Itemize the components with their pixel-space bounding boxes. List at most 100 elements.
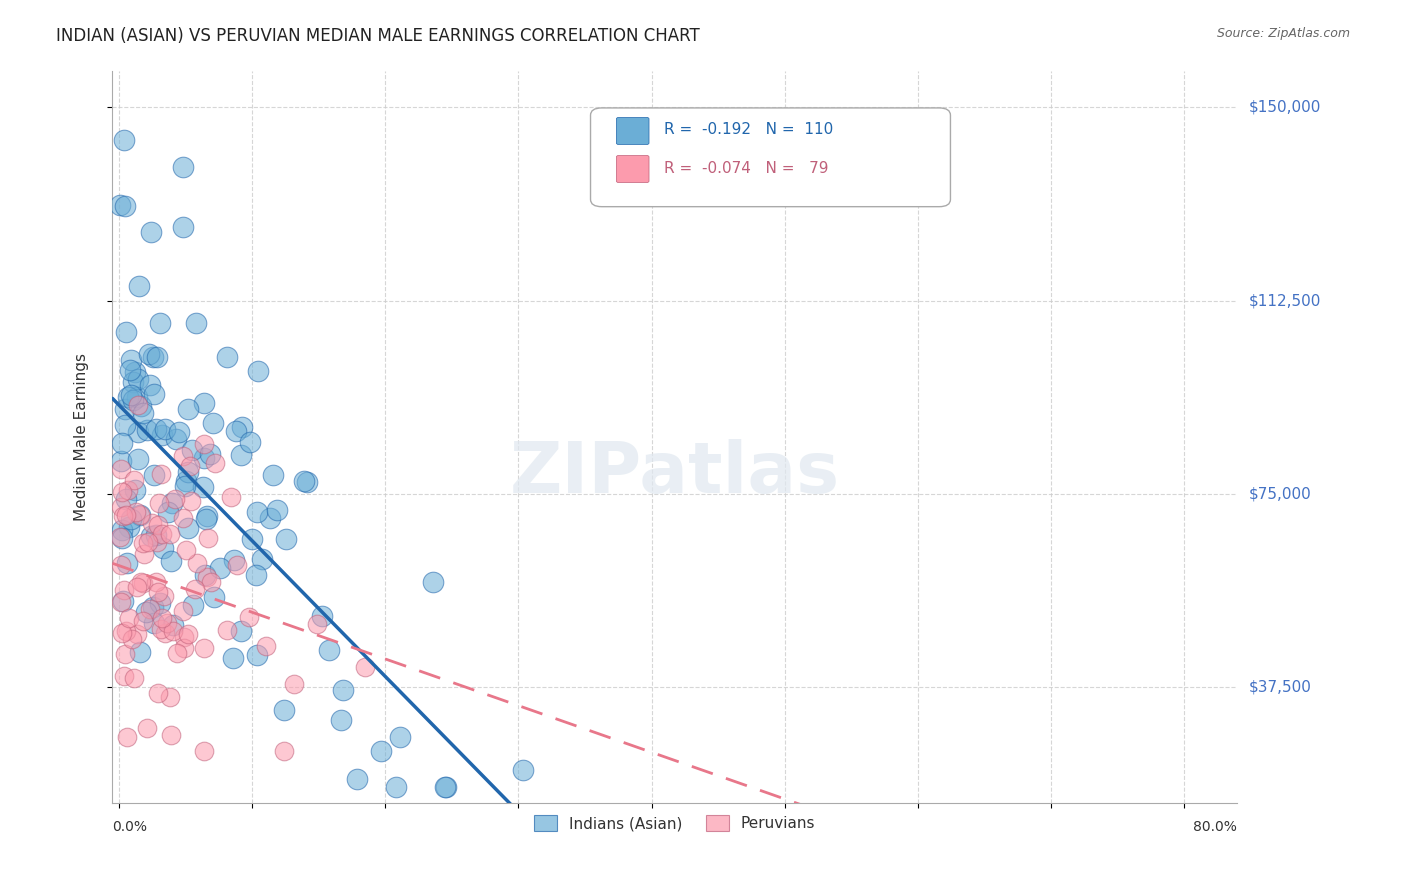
Point (262, 468, 284, 483)
Point (200, 574, 222, 589)
Point (110, 454, 132, 468)
Text: 0.0%: 0.0% (112, 820, 148, 834)
Text: $112,500: $112,500 (1249, 293, 1320, 308)
Point (422, 575, 444, 590)
Point (128, 645, 150, 659)
Point (142, 468, 165, 483)
Point (142, 616, 165, 631)
Point (172, 603, 194, 617)
Point (110, 532, 132, 546)
Point (388, 730, 411, 744)
Point (112, 133, 135, 147)
Point (385, 780, 408, 795)
Point (120, 512, 142, 526)
Point (273, 703, 295, 717)
Point (124, 365, 146, 379)
Point (112, 594, 135, 608)
Point (149, 316, 172, 330)
Point (177, 627, 200, 641)
Point (146, 535, 169, 549)
Text: $37,500: $37,500 (1249, 680, 1312, 694)
Point (136, 423, 159, 437)
Point (148, 518, 170, 533)
Point (150, 611, 173, 625)
Point (111, 625, 134, 640)
Point (141, 529, 163, 543)
Point (118, 363, 141, 377)
Text: R =  -0.192   N =  110: R = -0.192 N = 110 (664, 122, 832, 137)
Point (202, 590, 225, 604)
Point (433, 780, 456, 795)
Point (138, 347, 160, 361)
Point (294, 474, 316, 488)
Point (141, 516, 163, 530)
Point (124, 483, 146, 497)
Point (117, 390, 139, 404)
Point (118, 520, 141, 534)
Point (125, 505, 148, 519)
Point (197, 531, 219, 545)
Point (111, 484, 134, 499)
Point (346, 772, 368, 786)
Point (111, 523, 134, 537)
Point (146, 686, 169, 700)
Point (122, 376, 145, 390)
Point (266, 503, 288, 517)
Point (252, 551, 274, 566)
Point (186, 556, 208, 570)
Point (238, 610, 260, 624)
Point (111, 436, 134, 450)
Point (121, 632, 143, 647)
Point (131, 399, 153, 413)
Point (370, 743, 392, 757)
Point (114, 647, 136, 661)
Point (512, 763, 534, 777)
Text: INDIAN (ASIAN) VS PERUVIAN MEDIAN MALE EARNINGS CORRELATION CHART: INDIAN (ASIAN) VS PERUVIAN MEDIAN MALE E… (56, 27, 700, 45)
Point (215, 624, 238, 638)
Point (115, 326, 138, 340)
Point (127, 398, 149, 412)
Point (112, 583, 135, 598)
Point (229, 449, 252, 463)
Point (115, 491, 138, 506)
Point (114, 417, 136, 432)
Point (110, 197, 132, 211)
Point (198, 447, 221, 461)
Point (166, 646, 188, 660)
Point (153, 422, 176, 436)
Point (180, 494, 202, 508)
Point (114, 508, 136, 522)
Point (246, 505, 269, 519)
Point (132, 536, 155, 550)
Point (152, 541, 174, 555)
Point (176, 465, 198, 479)
Point (194, 568, 217, 582)
Point (163, 492, 186, 507)
Point (149, 623, 172, 637)
Point (318, 642, 340, 657)
Point (173, 630, 195, 644)
Point (353, 660, 375, 674)
Point (247, 363, 270, 377)
Point (127, 452, 149, 467)
Point (114, 199, 136, 213)
Point (225, 424, 247, 438)
Point (139, 601, 162, 615)
Text: ZIPatlas: ZIPatlas (510, 439, 839, 508)
Point (174, 478, 197, 492)
Point (172, 449, 194, 463)
Text: $150,000: $150,000 (1249, 100, 1320, 115)
Point (311, 608, 333, 623)
Point (110, 531, 132, 545)
Point (128, 279, 150, 293)
FancyBboxPatch shape (616, 155, 650, 183)
Point (177, 402, 200, 417)
Text: R =  -0.074   N =   79: R = -0.074 N = 79 (664, 161, 828, 176)
Point (150, 527, 173, 541)
Point (110, 461, 132, 475)
Point (143, 387, 166, 401)
Point (209, 560, 232, 574)
Point (141, 225, 163, 239)
Point (153, 589, 176, 603)
Point (193, 450, 215, 465)
